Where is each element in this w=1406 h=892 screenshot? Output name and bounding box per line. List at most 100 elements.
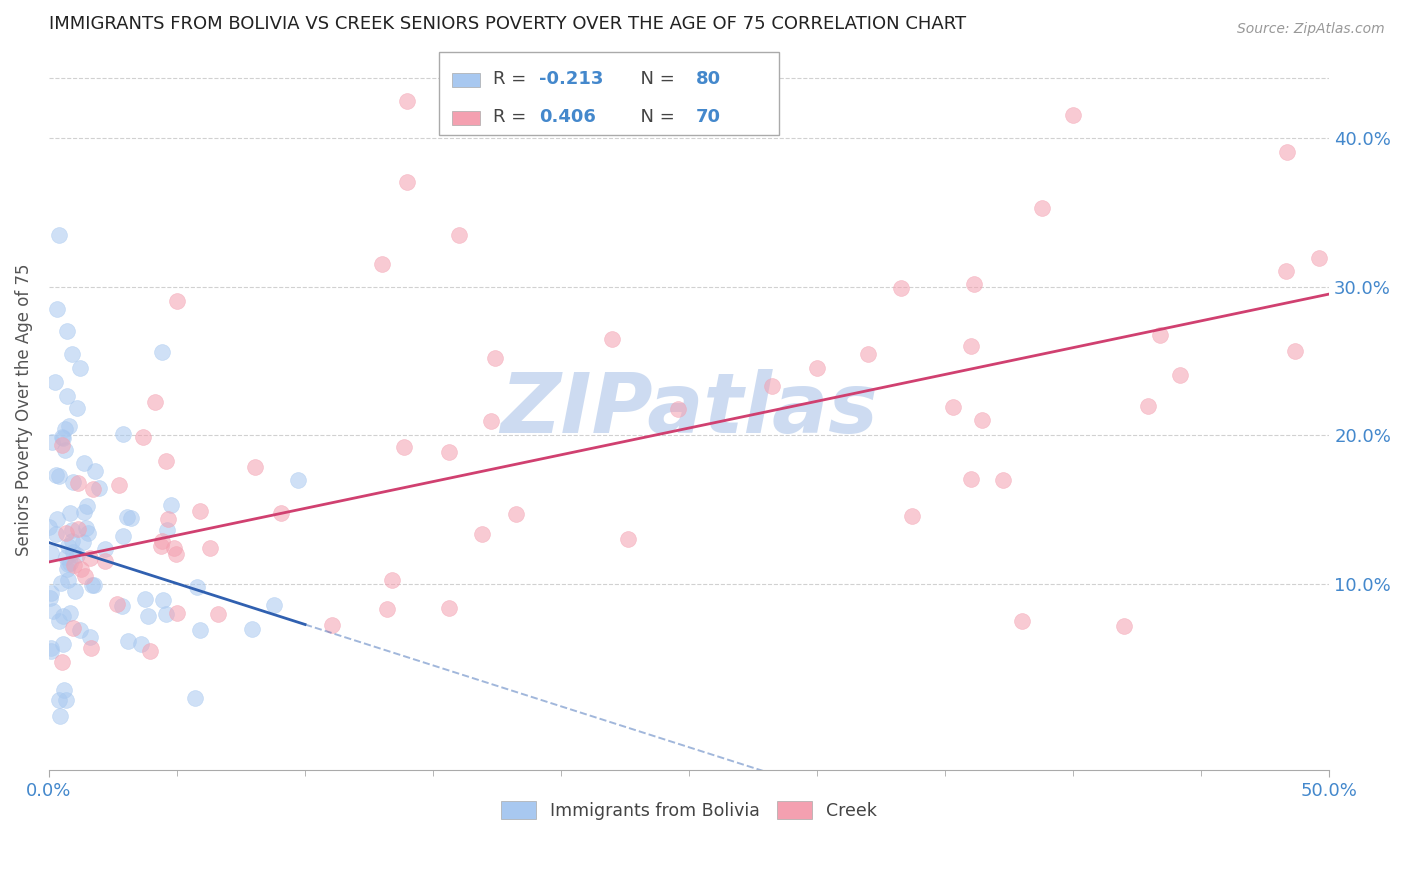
Point <box>79 550 101 565</box>
Point <box>1114 619 1136 633</box>
Point <box>63 558 86 572</box>
Point <box>207 607 229 621</box>
Point <box>65 548 87 562</box>
Point <box>163 541 186 555</box>
Point <box>188 504 211 518</box>
Point <box>38 591 60 606</box>
Point <box>48 469 70 483</box>
Point <box>49 576 72 591</box>
Point <box>149 539 172 553</box>
Point <box>484 351 506 366</box>
Point <box>117 634 139 648</box>
Point <box>72 535 94 549</box>
Point <box>39 641 62 656</box>
Point <box>67 522 90 536</box>
Point <box>38 520 60 534</box>
Point <box>56 389 79 403</box>
Point <box>82 483 104 497</box>
Point <box>73 569 96 583</box>
Point <box>240 622 263 636</box>
Point <box>150 345 173 359</box>
Text: 80: 80 <box>696 70 721 87</box>
Point <box>111 427 134 442</box>
Point <box>53 442 76 457</box>
Point <box>52 637 75 651</box>
Point <box>321 618 343 632</box>
Point <box>505 508 527 522</box>
Point <box>94 554 117 568</box>
Point <box>858 346 880 360</box>
Point <box>76 499 98 513</box>
Point <box>56 557 79 571</box>
Point <box>1168 368 1191 382</box>
FancyBboxPatch shape <box>453 112 481 125</box>
Point <box>666 402 689 417</box>
Point <box>48 692 70 706</box>
Legend: Immigrants from Bolivia, Creek: Immigrants from Bolivia, Creek <box>495 794 884 827</box>
Point <box>186 580 208 594</box>
Text: N =: N = <box>628 70 681 87</box>
Point <box>55 526 77 541</box>
Point <box>806 361 828 376</box>
Point <box>970 413 993 427</box>
Point <box>371 257 394 271</box>
Point <box>51 430 73 444</box>
Point <box>52 683 75 698</box>
Text: 0.406: 0.406 <box>540 108 596 126</box>
Point <box>375 602 398 616</box>
Point <box>1284 344 1306 359</box>
Point <box>900 508 922 523</box>
Point <box>166 606 188 620</box>
FancyBboxPatch shape <box>453 73 481 87</box>
Point <box>52 431 75 445</box>
Point <box>156 512 179 526</box>
Point <box>120 510 142 524</box>
Point <box>87 481 110 495</box>
Point <box>1031 202 1053 216</box>
Point <box>245 459 267 474</box>
Point <box>58 419 80 434</box>
Text: -0.213: -0.213 <box>540 70 603 87</box>
Point <box>83 578 105 592</box>
Point <box>39 644 62 658</box>
Point <box>1149 328 1171 343</box>
Point <box>1277 145 1299 160</box>
Point <box>63 584 86 599</box>
Point <box>108 478 131 492</box>
Point <box>165 547 187 561</box>
Text: Source: ZipAtlas.com: Source: ZipAtlas.com <box>1237 22 1385 37</box>
Point <box>138 609 160 624</box>
Point <box>55 422 77 436</box>
Point <box>139 644 162 658</box>
Point <box>69 624 91 638</box>
Point <box>56 573 79 587</box>
Point <box>41 586 63 600</box>
Point <box>42 604 65 618</box>
Point <box>155 454 177 468</box>
Point <box>942 400 965 414</box>
Point <box>396 175 419 189</box>
Point <box>44 375 66 389</box>
Point <box>60 534 83 549</box>
Point <box>131 430 153 444</box>
Point <box>62 475 84 489</box>
Point <box>62 621 84 635</box>
Point <box>439 601 461 615</box>
Point <box>166 293 188 308</box>
Point <box>1062 108 1084 122</box>
Point <box>49 708 72 723</box>
Point <box>59 506 82 520</box>
Point <box>392 441 415 455</box>
Point <box>45 301 67 316</box>
Point <box>270 506 292 520</box>
Point <box>380 574 402 588</box>
Point <box>77 526 100 541</box>
Point <box>55 562 77 576</box>
Point <box>150 533 173 548</box>
Point <box>1308 251 1330 265</box>
Point <box>143 395 166 409</box>
Point <box>129 637 152 651</box>
Point <box>890 281 912 295</box>
Text: ZIPatlas: ZIPatlas <box>501 369 879 450</box>
Point <box>184 691 207 706</box>
